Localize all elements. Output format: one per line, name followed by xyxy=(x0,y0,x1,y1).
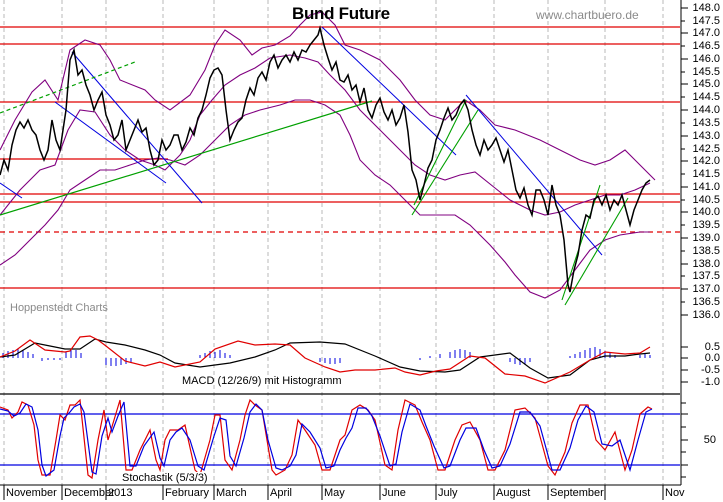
source-label: Hoppenstedt Charts xyxy=(10,302,108,314)
time-axis-ticks xyxy=(3,485,664,500)
y-tick: 145.5 xyxy=(692,66,720,78)
y-tick: -1.0 xyxy=(701,376,720,388)
y-tick: 146.0 xyxy=(692,53,720,65)
x-tick: December xyxy=(64,487,115,499)
x-tick: March xyxy=(216,487,247,499)
y-tick: 142.0 xyxy=(692,155,720,167)
macd-lines xyxy=(0,335,651,384)
y-tick: 143.5 xyxy=(692,117,720,129)
y-tick: 144.0 xyxy=(692,104,720,116)
watermark: www.chartbuero.de xyxy=(536,8,639,22)
y-tick: 140.0 xyxy=(692,206,720,218)
y-tick: 145.0 xyxy=(692,78,720,90)
chart-title: Bund Future xyxy=(292,4,390,23)
x-tick: September xyxy=(550,487,604,499)
y-tick: 148.0 xyxy=(692,2,720,14)
macd-histogram xyxy=(2,347,651,366)
macd-label: MACD (12/26/9) mit Histogramm xyxy=(182,375,342,387)
y-tick: 143.0 xyxy=(692,130,720,142)
y-tick: 136.5 xyxy=(692,296,720,308)
price-axis-ticks xyxy=(681,7,688,478)
x-tick: 2013 xyxy=(108,487,133,499)
y-tick: 139.0 xyxy=(692,232,720,244)
vertical-grid xyxy=(3,0,664,485)
y-tick: 139.5 xyxy=(692,219,720,231)
y-tick: 147.0 xyxy=(692,27,720,39)
stochastic-label: Stochastik (5/3/3) xyxy=(122,472,208,484)
x-tick: June xyxy=(382,487,406,499)
bollinger-bands xyxy=(0,11,656,299)
x-tick: July xyxy=(438,487,458,499)
y-tick: 140.5 xyxy=(692,194,720,206)
price-candles xyxy=(0,25,651,293)
stochastic-lines xyxy=(0,398,653,480)
y-tick: 0.5 xyxy=(704,341,720,353)
y-tick: -0.5 xyxy=(701,364,720,376)
x-tick: April xyxy=(270,487,293,499)
x-tick: November xyxy=(6,487,57,499)
y-tick: 141.5 xyxy=(692,168,720,180)
y-tick: 138.0 xyxy=(692,258,720,270)
trendlines xyxy=(0,26,629,306)
y-tick: 136.0 xyxy=(692,309,720,321)
y-tick: 146.5 xyxy=(692,40,720,52)
y-tick: 50 xyxy=(703,434,716,446)
support-resistance-lines xyxy=(0,26,680,289)
x-tick: February xyxy=(165,487,210,499)
x-tick: Nov xyxy=(665,487,685,499)
right-axis xyxy=(0,0,682,486)
x-tick: August xyxy=(496,487,531,499)
x-tick: May xyxy=(324,487,345,499)
y-tick: 138.5 xyxy=(692,245,720,257)
y-tick: 147.5 xyxy=(692,15,720,27)
y-tick: 142.5 xyxy=(692,143,720,155)
y-tick: 0.0 xyxy=(704,352,720,364)
y-tick: 141.0 xyxy=(692,181,720,193)
y-tick: 137.5 xyxy=(692,270,720,282)
y-tick: 144.5 xyxy=(692,91,720,103)
y-tick: 137.0 xyxy=(692,283,720,295)
